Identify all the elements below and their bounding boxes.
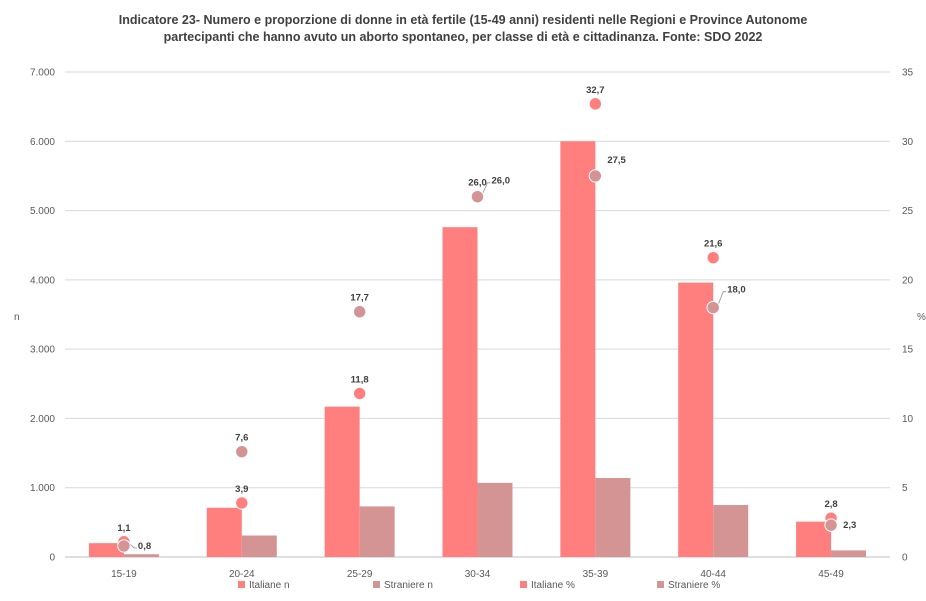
- y-left-tick-label: 1.000: [30, 483, 55, 494]
- legend-label: Straniere n: [384, 580, 433, 591]
- data-label: 3,9: [235, 484, 248, 495]
- point-straniere: [470, 190, 485, 204]
- bar-italiane-n: [678, 282, 714, 557]
- point-straniere: [706, 300, 720, 315]
- bar-straniere-n: [831, 550, 867, 557]
- point-italiane: [588, 97, 603, 111]
- data-label: 17,7: [350, 293, 369, 304]
- bar-italiane-n: [206, 507, 242, 557]
- legend-label: Italiane n: [249, 580, 290, 591]
- y-axis-left-title: n: [14, 312, 20, 323]
- legend-label: Straniere %: [668, 580, 720, 591]
- bar-straniere-n: [359, 506, 395, 557]
- bar-straniere-n: [241, 535, 277, 557]
- point-straniere: [235, 444, 249, 459]
- y-right-tick-label: 30: [902, 137, 914, 148]
- bars: [88, 141, 867, 558]
- y-right-tick-label: 15: [902, 345, 914, 356]
- bar-italiane-n: [88, 543, 124, 557]
- left-axis-ticks: 0 1.000 2.000 3.000 4.000 5.000 6.000 7.000: [30, 68, 55, 564]
- y-right-tick-label: 0: [902, 553, 908, 564]
- points: [117, 97, 838, 553]
- legend-swatch: [520, 581, 527, 588]
- y-left-tick-label: 4.000: [30, 275, 55, 286]
- x-tick-label: 35-39: [583, 569, 609, 580]
- data-label: 26,0: [468, 178, 487, 189]
- data-label: 18,0: [727, 285, 746, 296]
- bar-italiane-n: [560, 141, 596, 558]
- x-tick-label: 40-44: [700, 569, 726, 580]
- bar-straniere-n: [595, 478, 631, 557]
- data-label: 32,7: [586, 85, 605, 96]
- bar-straniere-n: [123, 554, 159, 557]
- data-label: 2,8: [824, 499, 837, 510]
- point-straniere: [588, 169, 603, 183]
- right-axis-ticks: 0 5 10 15 20 25 30 35: [902, 68, 914, 564]
- data-label: 1,1: [117, 523, 131, 534]
- bar-italiane-n: [442, 227, 478, 557]
- data-label: 26,0: [492, 176, 511, 187]
- bar-straniere-n: [713, 505, 749, 557]
- legend-swatch: [657, 581, 664, 588]
- data-label: 21,6: [704, 239, 723, 250]
- chart-title-line-1: Indicatore 23- Numero e proporzione di d…: [118, 13, 808, 27]
- y-right-tick-label: 20: [902, 275, 914, 286]
- leader-line: [128, 542, 137, 549]
- chart-title: Indicatore 23- Numero e proporzione di d…: [40, 12, 886, 46]
- y-left-tick-label: 7.000: [30, 68, 55, 79]
- point-italiane: [352, 386, 367, 401]
- legend-swatch: [238, 581, 245, 588]
- y-left-tick-label: 0: [49, 553, 55, 564]
- y-axis-right-title: %: [917, 312, 926, 323]
- x-tick-label: 45-49: [818, 569, 844, 580]
- y-right-tick-label: 5: [902, 483, 908, 494]
- y-right-tick-label: 35: [902, 68, 914, 79]
- x-tick-label: 25-29: [347, 569, 373, 580]
- data-label: 27,5: [607, 155, 626, 166]
- y-right-tick-label: 25: [902, 206, 914, 217]
- chart-title-line-2: partecipanti che hanno avuto un aborto s…: [163, 30, 763, 44]
- point-italiane: [706, 250, 720, 265]
- data-label: 7,6: [235, 433, 248, 444]
- data-label: 11,8: [351, 374, 369, 385]
- x-tick-label: 15-19: [111, 569, 137, 580]
- data-labels: 1,1 3,9 11,8 26,0 32,7 21,6 2,8 0,8 7,6 17,7 26,0 2…: [117, 85, 856, 552]
- gridlines: [65, 71, 890, 558]
- data-label: 0,8: [138, 541, 151, 552]
- x-tick-label: 30-34: [465, 569, 491, 580]
- bar-italiane-n: [324, 406, 360, 557]
- point-straniere: [824, 518, 838, 532]
- legend-swatch: [373, 581, 380, 588]
- point-straniere: [117, 539, 131, 553]
- leader-line: [717, 291, 727, 305]
- y-left-tick-label: 3.000: [30, 345, 55, 356]
- legend: Italiane n Straniere n Italiane % Straniere…: [238, 580, 720, 591]
- bar-straniere-n: [477, 482, 513, 557]
- legend-label: Italiane %: [531, 580, 575, 591]
- x-axis-ticks: 15-19 20-24 25-29 30-34 35-39 40-44 45-49: [111, 569, 844, 580]
- y-left-tick-label: 5.000: [30, 206, 55, 217]
- data-label: 2,3: [843, 520, 856, 531]
- y-left-tick-label: 6.000: [30, 137, 55, 148]
- point-italiane: [235, 496, 249, 510]
- y-right-tick-label: 10: [902, 414, 914, 425]
- leader-line: [482, 182, 491, 194]
- point-straniere: [352, 305, 367, 319]
- leader-lines: [128, 182, 727, 549]
- x-tick-label: 20-24: [229, 569, 255, 580]
- y-left-tick-label: 2.000: [30, 414, 55, 425]
